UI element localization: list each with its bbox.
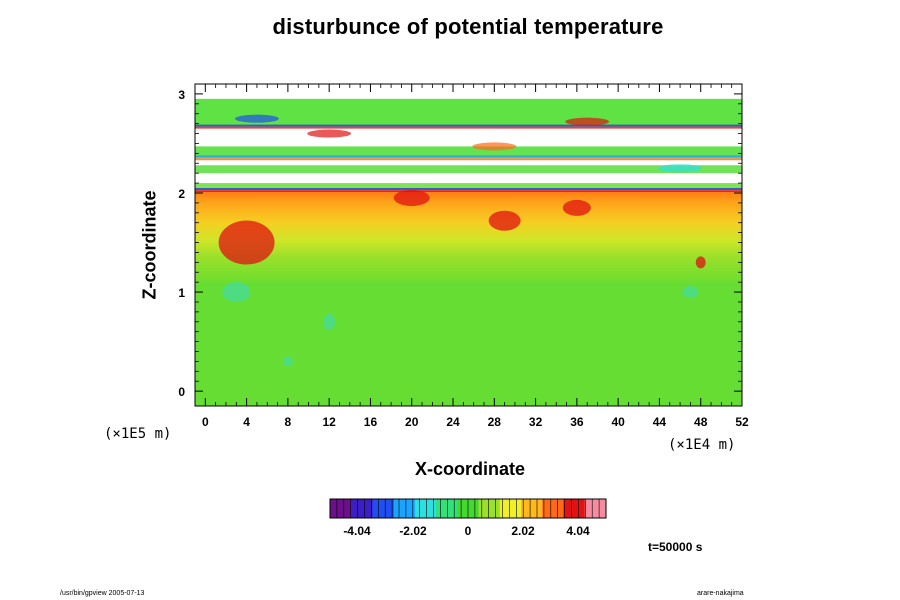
x-tick-label-11: 44 — [653, 415, 667, 429]
colorbar-swatch-7 — [478, 499, 501, 518]
upper-blob-2 — [565, 117, 610, 126]
field-mixed-layer — [195, 191, 742, 283]
warm-anomaly-1 — [393, 189, 430, 206]
upper-blob-1 — [307, 129, 352, 138]
upper-blob-3 — [472, 142, 517, 151]
colorbar-swatch-11 — [563, 499, 586, 518]
x-axis-label: X-coordinate — [414, 459, 525, 479]
plot-frame — [194, 83, 743, 407]
colorbar-tick-label-2: 0 — [465, 524, 472, 538]
x-tick-label-3: 12 — [322, 415, 336, 429]
colorbar-tick-label-0: -4.04 — [343, 524, 371, 538]
warm-anomaly-3 — [562, 199, 591, 216]
upper-band-2 — [195, 165, 742, 174]
upper-band-0 — [195, 98, 742, 127]
colorbar-tick-label-1: -2.02 — [399, 524, 427, 538]
x-tick-label-12: 48 — [694, 415, 708, 429]
upper-band-3 — [195, 183, 742, 191]
footer-right: arare-nakajima — [697, 590, 744, 597]
x-tick-label-0: 0 — [202, 415, 209, 429]
z-unit-label: (×1E5 m) — [104, 426, 172, 442]
y-tick-label-0: 0 — [178, 385, 185, 399]
y-axis-label: Z-coordinate — [139, 190, 160, 300]
colorbar-swatch-3 — [393, 499, 416, 518]
cool-anomaly-2 — [682, 286, 699, 299]
colorbar-swatch-8 — [499, 499, 522, 518]
colorbar-swatch-2 — [372, 499, 395, 518]
y-tick-label-3: 3 — [178, 88, 185, 102]
x-tick-label-8: 32 — [529, 415, 543, 429]
colorbar-swatch-10 — [542, 499, 565, 518]
x-tick-label-9: 36 — [570, 415, 584, 429]
x-tick-label-7: 28 — [488, 415, 502, 429]
colorbar-swatch-1 — [351, 499, 373, 518]
cool-anomaly-1 — [323, 313, 336, 330]
warm-anomaly-0 — [218, 220, 275, 265]
x-tick-label-5: 20 — [405, 415, 419, 429]
x-tick-label-2: 8 — [285, 415, 292, 429]
colorbar-tick-label-4: 4.04 — [566, 524, 590, 538]
cool-anomaly-0 — [222, 282, 251, 303]
field-lower-layer — [195, 277, 742, 406]
x-tick-label-13: 52 — [735, 415, 749, 429]
y-tick-label-1: 1 — [178, 286, 185, 300]
upper-band-1 — [195, 146, 742, 159]
chart-title: disturbunce of potential temperature — [272, 14, 664, 39]
x-tick-label-10: 40 — [611, 415, 625, 429]
colorbar-swatch-12 — [584, 499, 607, 518]
x-unit-label: (×1E4 m) — [668, 437, 736, 453]
colorbar-swatch-0 — [330, 499, 352, 518]
time-label: t=50000 s — [648, 540, 703, 554]
colorbar-swatch-9 — [521, 499, 543, 518]
colorbar-tick-label-3: 2.02 — [511, 524, 535, 538]
x-tick-label-4: 16 — [364, 415, 378, 429]
warm-anomaly-2 — [488, 210, 521, 231]
cool-anomaly-3 — [282, 356, 293, 367]
upper-blob-4 — [658, 164, 703, 173]
y-tick-label-2: 2 — [178, 187, 185, 201]
upper-blob-0 — [234, 114, 279, 123]
colorbar-frame — [329, 498, 607, 519]
x-tick-label-1: 4 — [243, 415, 250, 429]
x-tick-label-6: 24 — [446, 415, 460, 429]
warm-anomaly-4 — [695, 256, 706, 269]
colorbar-swatch-4 — [414, 499, 437, 518]
footer-left: /usr/bin/gpview 2005-07-13 — [60, 590, 145, 597]
